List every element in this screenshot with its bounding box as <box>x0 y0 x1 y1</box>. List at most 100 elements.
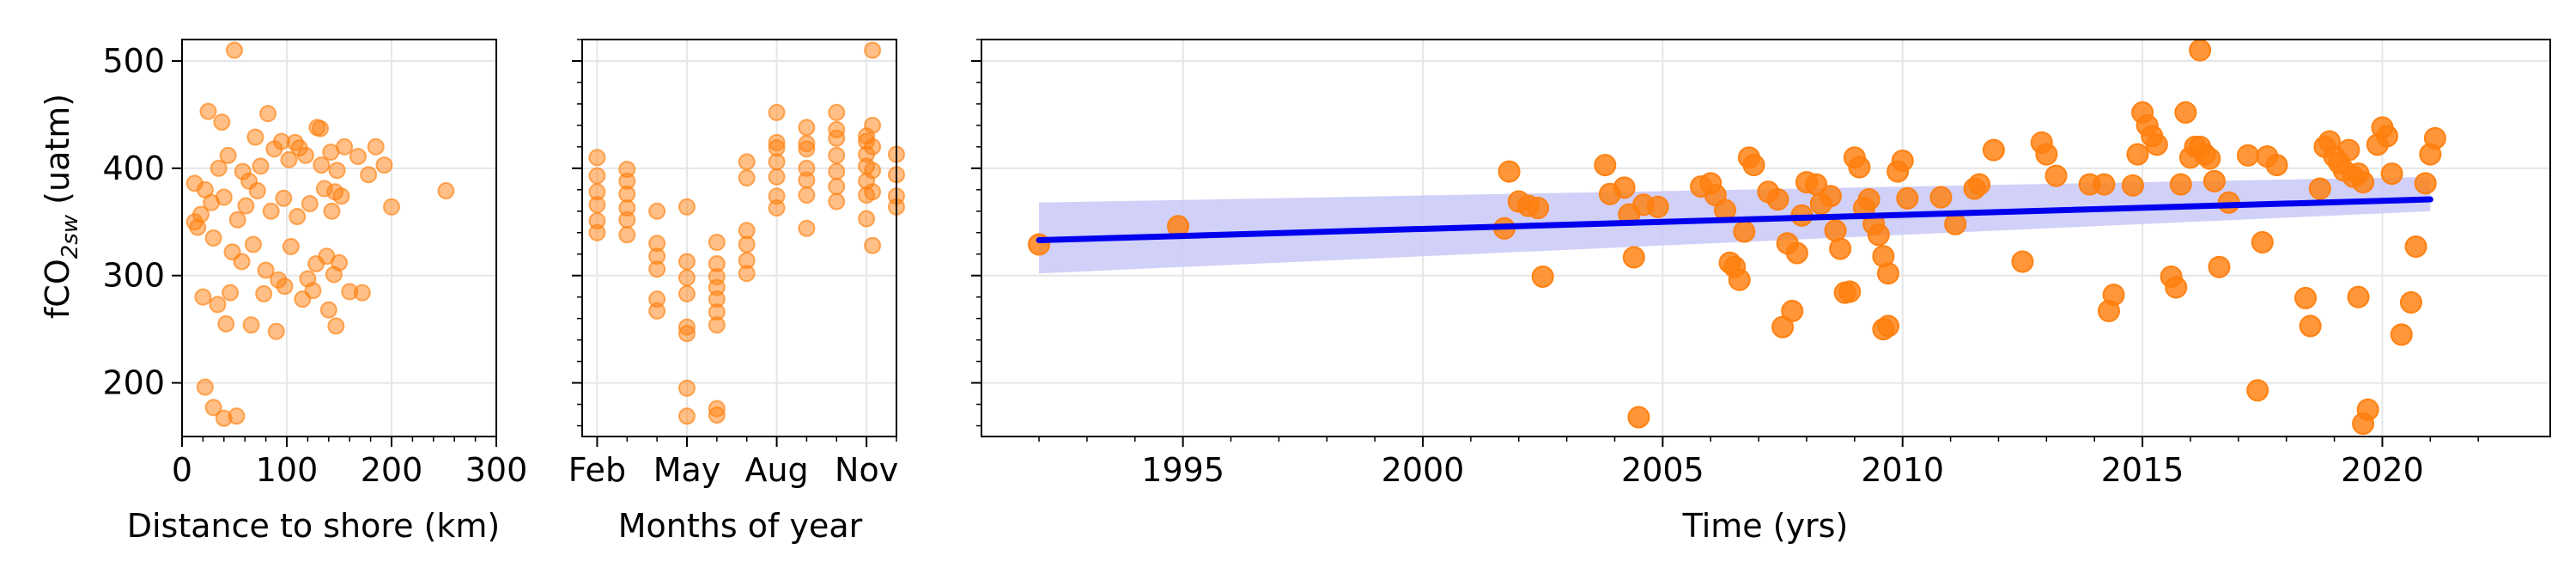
data-point <box>323 202 341 220</box>
data-point <box>678 284 696 302</box>
data-point <box>1613 176 1636 199</box>
data-point <box>864 116 882 134</box>
data-point <box>1733 220 1756 243</box>
data-point <box>2414 172 2437 195</box>
data-point <box>1527 197 1550 220</box>
data-point <box>233 253 251 271</box>
data-point <box>1838 280 1862 303</box>
data-point <box>618 226 636 244</box>
data-point <box>265 140 283 158</box>
data-point <box>1771 315 1795 339</box>
data-point <box>1857 188 1880 211</box>
data-point <box>768 168 786 186</box>
data-point <box>331 253 348 272</box>
data-point <box>289 208 307 226</box>
data-point <box>768 139 786 157</box>
data-point <box>678 379 696 397</box>
x-tick-label: 2010 <box>1861 451 1944 489</box>
data-point <box>199 102 217 120</box>
data-point <box>267 322 285 340</box>
data-point <box>2237 143 2260 167</box>
data-point <box>1876 314 1899 338</box>
data-point <box>252 157 270 175</box>
data-point <box>588 196 606 214</box>
data-point <box>1531 265 1554 288</box>
y-tick-label: 200 <box>102 364 165 402</box>
x-tick-label: Aug <box>744 451 808 489</box>
data-point <box>768 103 786 121</box>
x-tick-label: May <box>653 451 721 489</box>
data-point <box>588 167 606 185</box>
y-axis-label: fCO2sw (uatm) <box>39 94 83 319</box>
data-point <box>738 235 756 253</box>
data-point <box>213 113 231 131</box>
data-point <box>864 137 882 156</box>
data-point <box>2404 235 2427 258</box>
data-point <box>280 150 298 168</box>
data-point <box>327 317 345 335</box>
y-tick-label: 300 <box>102 257 165 295</box>
data-point <box>1896 186 1919 210</box>
data-point <box>618 211 636 229</box>
data-point <box>367 137 385 156</box>
data-point <box>858 210 876 228</box>
data-point <box>228 407 246 425</box>
data-point <box>738 265 756 283</box>
data-point <box>738 153 756 171</box>
data-point <box>246 128 264 146</box>
x-tick-label: 300 <box>465 451 528 489</box>
x-tick-label: 0 <box>172 451 192 489</box>
data-point <box>1876 262 1899 285</box>
data-point <box>738 169 756 187</box>
data-point <box>2399 290 2422 314</box>
data-point <box>1781 299 1804 322</box>
data-point <box>2126 143 2149 166</box>
data-point <box>262 202 280 220</box>
data-point <box>648 302 666 320</box>
data-point <box>2246 379 2269 402</box>
data-point <box>678 198 696 216</box>
data-point <box>313 156 331 174</box>
data-point <box>375 156 393 174</box>
distance-panel: 0 100 200 300 200 300 400 500 Distance to shor… <box>39 39 528 545</box>
data-point <box>1968 173 1991 196</box>
data-point <box>353 284 371 302</box>
data-point <box>708 233 726 251</box>
data-point <box>2198 147 2221 170</box>
data-point <box>1824 219 1847 242</box>
data-point <box>648 260 666 278</box>
data-point <box>864 183 882 201</box>
data-point <box>2352 171 2375 194</box>
data-point <box>678 253 696 271</box>
data-point <box>248 182 266 200</box>
data-point <box>798 135 816 153</box>
data-point <box>678 325 696 343</box>
data-point <box>215 188 233 206</box>
data-point <box>648 202 666 220</box>
data-point <box>328 162 346 180</box>
data-point <box>768 199 786 217</box>
data-point <box>828 120 846 138</box>
data-point <box>204 229 222 247</box>
data-point <box>244 235 262 253</box>
data-point <box>185 213 204 231</box>
data-point <box>275 189 293 207</box>
data-point <box>2145 133 2168 156</box>
data-point <box>282 237 300 255</box>
y-tick-label: 500 <box>102 42 165 80</box>
data-point <box>1848 156 1871 179</box>
data-point <box>1766 188 1789 211</box>
data-point <box>301 195 319 213</box>
trend-line <box>1036 196 2433 243</box>
data-point <box>678 407 696 425</box>
data-point <box>255 284 273 302</box>
x-axis-label: Distance to shore (km) <box>127 507 501 545</box>
data-point <box>828 146 846 164</box>
data-point <box>588 149 606 167</box>
data-point <box>2390 323 2413 346</box>
data-point <box>319 301 337 319</box>
data-point <box>2165 276 2188 299</box>
data-point <box>2356 398 2379 421</box>
data-point <box>798 186 816 205</box>
